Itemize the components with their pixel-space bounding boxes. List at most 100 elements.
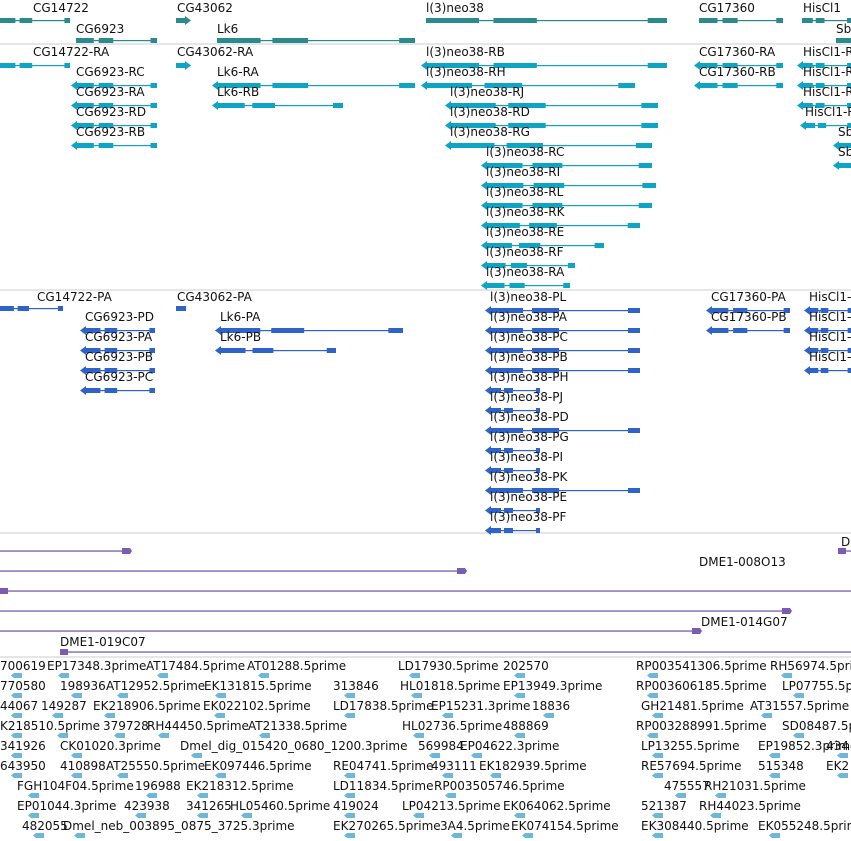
est-feature[interactable]: 3A4.5prime (440, 819, 510, 838)
est-feature[interactable]: 202570 (503, 659, 549, 678)
est-feature[interactable]: GH21481.5prime (641, 699, 744, 718)
protein-feature[interactable]: Lk6-PA (215, 310, 403, 335)
transcript-feature[interactable]: CG6923-RA (71, 85, 157, 110)
est-feature[interactable]: AT21338.5prime (248, 719, 347, 738)
est-feature[interactable]: RE57694.5prime (641, 759, 742, 778)
est-feature[interactable]: EK2 (826, 759, 849, 778)
transcript-feature[interactable]: Lk6-RB (212, 85, 343, 110)
protein-feature[interactable]: CG17360-PB (706, 310, 790, 335)
est-feature[interactable]: AT25550.5prime (106, 759, 205, 778)
est-feature[interactable]: RH21031.5prime (704, 779, 806, 798)
est-feature[interactable]: LP07755.5prime (782, 679, 851, 698)
protein-feature[interactable]: CG14722-PA (0, 290, 113, 311)
est-feature[interactable]: LD17838.5prime (333, 699, 434, 718)
protein-feature[interactable]: HisCl1-PA (804, 290, 851, 315)
transcript-feature[interactable]: CG17360-RB (694, 65, 783, 90)
transcript-feature[interactable]: l(3)neo38-RH (421, 65, 635, 90)
est-feature[interactable]: AT31557.5prime (750, 699, 849, 718)
est-feature[interactable]: RH56974.5prime (770, 659, 851, 678)
est-feature[interactable]: FGH104F04.5prime (17, 779, 134, 798)
gene-feature[interactable]: HisCl1 (802, 1, 851, 23)
est-feature[interactable]: RP003606185.5prime (636, 679, 767, 698)
clone-feature[interactable] (0, 608, 792, 614)
protein-feature[interactable]: l(3)neo38-PG (485, 430, 569, 455)
clone-feature[interactable]: DME1-008O13 (0, 555, 851, 594)
est-feature[interactable]: RH44023.5prime (699, 799, 801, 818)
est-feature[interactable]: 198936 (60, 679, 106, 698)
protein-feature[interactable]: l(3)neo38-PL (485, 290, 640, 315)
clone-feature[interactable] (0, 548, 132, 554)
transcript-feature[interactable]: HisCl1-RD (800, 105, 851, 130)
est-feature[interactable]: RP003505746.5prime (434, 779, 565, 798)
protein-feature[interactable]: Lk6-PB (215, 330, 336, 355)
est-feature[interactable]: 379728 (103, 719, 149, 738)
transcript-feature[interactable]: l(3)neo38-RL (481, 185, 652, 210)
est-feature[interactable]: LP13255.5prime (641, 739, 740, 758)
est-feature[interactable]: 341265 (186, 799, 232, 818)
transcript-feature[interactable]: CG43062-RA (176, 45, 254, 70)
est-feature[interactable]: EK131815.5prime (204, 679, 312, 698)
protein-feature[interactable]: CG6923-PC (80, 370, 155, 395)
est-feature[interactable]: LD17930.5prime (398, 659, 499, 678)
est-feature[interactable]: AT01288.5prime (247, 659, 346, 678)
est-feature[interactable]: 488869 (503, 719, 549, 738)
est-feature[interactable]: RH44450.5prime (147, 719, 249, 738)
est-feature[interactable]: EK074154.5prime (511, 819, 619, 838)
est-feature[interactable]: EK218906.5prime (93, 699, 201, 718)
est-feature[interactable]: AT12952.5prime (106, 679, 205, 698)
est-feature[interactable]: 493111 (431, 759, 477, 778)
transcript-feature[interactable]: l(3)neo38-RA (481, 265, 570, 290)
est-feature[interactable]: 569984 (418, 739, 464, 758)
transcript-feature[interactable]: CG14722-RA (0, 45, 110, 68)
est-feature[interactable]: EP13949.3prime (503, 679, 602, 698)
protein-feature[interactable]: l(3)neo38-PF (485, 510, 566, 535)
protein-feature[interactable]: HisCl1-PD (804, 350, 851, 375)
transcript-feature[interactable]: l(3)neo38-RB (421, 45, 667, 70)
est-feature[interactable]: EP15231.3prime (431, 699, 530, 718)
transcript-feature[interactable]: l(3)neo38-RG (445, 125, 652, 150)
est-feature[interactable]: HL05460.5prime (230, 799, 330, 818)
protein-feature[interactable]: l(3)neo38-PE (485, 490, 567, 515)
est-feature[interactable]: EP04622.3prime (460, 739, 559, 758)
est-feature[interactable]: RE04741.5prime (333, 759, 434, 778)
est-feature[interactable]: LP04213.5prime (402, 799, 501, 818)
est-feature[interactable]: 0.5prime (46, 719, 100, 738)
transcript-feature[interactable]: CG6923-RB (71, 125, 157, 150)
est-feature[interactable]: RP003541306.5prime (636, 659, 767, 678)
transcript-feature[interactable]: l(3)neo38-RF (481, 245, 575, 270)
est-feature[interactable]: 196988 (135, 779, 181, 798)
gene-feature[interactable]: CG14722 (0, 1, 89, 23)
est-feature[interactable]: EK097446.5prime (204, 759, 312, 778)
est-feature[interactable]: AT17484.5prime (146, 659, 245, 678)
transcript-feature[interactable]: l(3)neo38-RC (481, 145, 652, 170)
est-feature[interactable]: Dmel_dig_015420_0680_1200.3prime (180, 739, 408, 758)
est-feature[interactable]: 434 (826, 739, 849, 758)
transcript-feature[interactable]: l(3)neo38-RI (481, 165, 656, 190)
est-feature[interactable]: 313846 (333, 679, 379, 698)
est-feature[interactable]: HL01818.5prime (400, 679, 500, 698)
clone-feature[interactable]: D (838, 535, 851, 554)
protein-feature[interactable]: l(3)neo38-PH (485, 370, 569, 395)
est-feature[interactable]: EP01044.3prime (17, 799, 116, 818)
transcript-feature[interactable]: l(3)neo38-RE (481, 225, 604, 250)
transcript-feature[interactable]: CG6923-RC (71, 65, 157, 90)
protein-feature[interactable]: l(3)neo38-PA (485, 310, 640, 335)
est-feature[interactable]: K21851 (0, 719, 46, 738)
transcript-feature[interactable]: Sb (833, 145, 851, 170)
est-feature[interactable]: EK064062.5prime (503, 799, 611, 818)
transcript-feature[interactable]: l(3)neo38-RK (481, 205, 640, 230)
est-feature[interactable]: EK308440.5prime (641, 819, 749, 838)
gene-feature[interactable]: CG43062 (176, 1, 233, 25)
est-feature[interactable]: 770580 (0, 679, 46, 698)
est-feature[interactable]: 341926 (0, 739, 46, 758)
gene-feature[interactable]: CG17360 (699, 1, 783, 23)
est-feature[interactable]: Dmel_neb_003895_0875_3725.3prime (63, 819, 295, 838)
est-feature[interactable]: 515348 (758, 759, 804, 778)
transcript-feature[interactable]: HisCl1-RA (797, 45, 851, 70)
est-feature[interactable]: 149287 (41, 699, 87, 718)
est-feature[interactable]: EK055248.5prime (758, 819, 851, 838)
est-feature[interactable]: EK182939.5prime (479, 759, 587, 778)
protein-feature[interactable]: CG6923-PA (80, 330, 155, 355)
est-feature[interactable]: 482055 (22, 819, 68, 838)
transcript-feature[interactable]: l(3)neo38-RD (445, 105, 658, 130)
